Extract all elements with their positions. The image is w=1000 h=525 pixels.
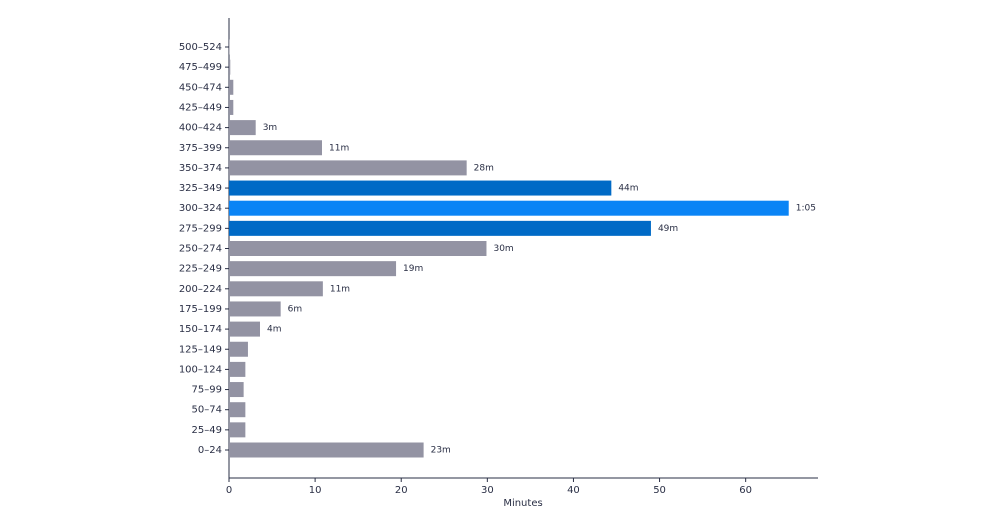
y-tick-label: 500–524 [179,42,222,53]
value-label: 3m [263,123,278,133]
x-tick-label: 60 [739,485,752,496]
bar [229,382,244,398]
bar [229,361,246,377]
bar [229,321,260,337]
bar [229,241,487,256]
value-label: 1:05 [796,204,816,214]
bar [229,442,424,458]
bar [229,341,248,357]
y-tick-label: 350–374 [179,163,222,174]
y-tick-label: 100–124 [179,364,222,375]
x-axis-label: Minutes [503,498,542,509]
value-label: 4m [267,325,282,335]
bar [229,261,397,277]
y-tick-label: 425–449 [179,102,222,113]
bar [229,402,246,418]
x-tick-label: 0 [226,485,232,496]
y-tick-label: 375–399 [179,143,222,154]
x-tick-label: 40 [567,485,580,496]
value-label: 49m [658,224,678,234]
y-tick-label: 50–74 [192,405,222,416]
y-tick-label: 25–49 [192,425,222,436]
y-tick-label: 250–274 [179,244,222,255]
x-tick-label: 30 [481,485,494,496]
y-tick-label: 275–299 [179,223,222,234]
y-tick-label: 175–199 [179,304,222,315]
y-tick-label: 400–424 [179,123,222,134]
value-label: 23m [431,446,451,456]
bar [229,180,612,196]
bar [229,160,467,176]
y-tick-label: 200–224 [179,284,222,295]
y-tick-label: 125–149 [179,344,222,355]
value-label: 6m [288,304,303,314]
value-label: 44m [618,184,638,194]
y-tick-label: 225–249 [179,264,222,275]
bar [229,79,234,95]
y-tick-label: 450–474 [179,82,222,93]
value-label: 30m [493,244,513,254]
value-label: 11m [329,143,349,153]
value-label: 19m [403,264,423,274]
y-tick-label: 75–99 [192,385,222,396]
x-tick-label: 10 [309,485,322,496]
x-tick-label: 20 [395,485,408,496]
bar [229,59,231,75]
bar [229,301,281,317]
bar [229,220,651,236]
bar [229,200,789,216]
bar [229,120,256,136]
bar [229,281,323,297]
x-tick-label: 50 [653,485,666,496]
value-label: 11m [330,284,350,294]
bar [229,140,322,156]
y-tick-label: 150–174 [179,324,222,335]
y-tick-label: 0–24 [198,445,222,456]
bar [229,422,246,438]
y-tick-label: 300–324 [179,203,222,214]
bar [229,99,234,115]
y-tick-label: 475–499 [179,62,222,73]
y-tick-label: 325–349 [179,183,222,194]
value-label: 28m [474,163,494,173]
